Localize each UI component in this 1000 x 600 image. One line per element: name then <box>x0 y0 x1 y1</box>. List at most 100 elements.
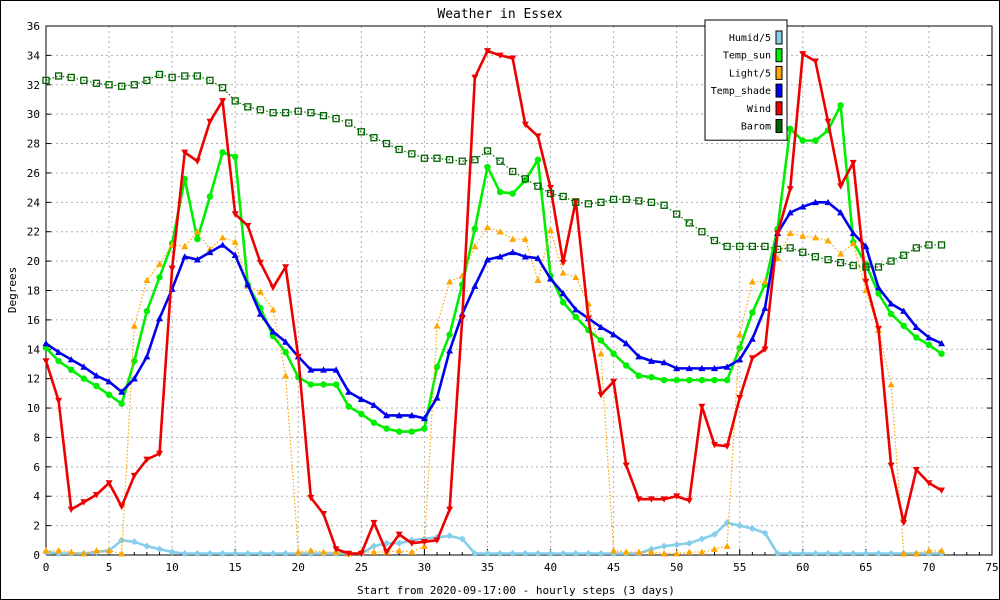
data-point-temp-sun <box>875 290 882 297</box>
data-point-humid-5 <box>219 550 227 558</box>
data-point-temp-sun <box>80 375 88 382</box>
data-point-temp-shade <box>635 353 643 360</box>
data-point-temp-sun <box>383 425 390 432</box>
data-point-wind <box>307 494 315 502</box>
axis-ticks: 0 5 10 15 20 25 30 35 40 45 50 55 60 65 70 750246810121… <box>27 20 999 574</box>
data-point-temp-shade <box>383 411 391 419</box>
data-point-temp-shade <box>483 256 491 263</box>
data-point-temp-sun <box>660 376 668 384</box>
data-point-wind <box>483 48 491 55</box>
data-point-temp-shade <box>231 251 239 259</box>
data-point-light-5 <box>307 547 315 554</box>
data-point-light-5 <box>723 542 731 549</box>
data-point-temp-sun <box>686 376 693 384</box>
data-point-humid-5 <box>534 550 542 558</box>
data-point-barom <box>736 242 744 251</box>
data-point-temp-shade <box>660 359 668 366</box>
data-point-barom <box>874 263 883 271</box>
data-point-barom <box>357 128 365 136</box>
data-point-wind <box>256 259 264 267</box>
data-point-temp-sun <box>812 137 819 144</box>
data-point-humid-5 <box>559 550 567 558</box>
data-point-temp-sun <box>913 334 920 341</box>
y-tick-label: 0 <box>33 549 40 562</box>
data-point-temp-sun <box>887 310 895 318</box>
data-point-humid-5 <box>748 525 756 533</box>
data-point-temp-sun <box>484 163 491 171</box>
data-point-barom <box>269 109 277 117</box>
series-line-temp-shade <box>45 201 943 420</box>
y-tick-label: 20 <box>27 255 40 268</box>
data-point-light-5 <box>67 548 75 555</box>
data-point-wind <box>433 537 441 544</box>
data-point-temp-shade <box>900 307 908 314</box>
data-point-wind <box>370 519 378 527</box>
data-point-barom <box>723 242 731 251</box>
data-point-barom <box>534 182 542 190</box>
data-point-wind <box>811 58 819 65</box>
data-point-wind <box>193 158 201 165</box>
series-temp-sun <box>42 102 945 435</box>
data-point-barom <box>181 72 189 80</box>
x-tick-label: 75 <box>985 561 998 574</box>
data-point-humid-5 <box>799 550 807 558</box>
data-point-barom <box>773 245 782 254</box>
data-point-humid-5 <box>862 550 870 558</box>
data-point-light-5 <box>660 550 668 557</box>
data-point-wind <box>559 259 567 267</box>
data-point-barom <box>332 114 340 123</box>
data-point-light-5 <box>572 273 580 281</box>
data-point-temp-shade <box>685 364 693 372</box>
data-point-wind <box>673 493 681 500</box>
data-point-barom <box>130 81 138 89</box>
data-point-barom <box>698 228 706 236</box>
data-point-temp-shade <box>105 378 113 385</box>
data-point-light-5 <box>80 550 88 557</box>
data-point-light-5 <box>811 234 819 241</box>
data-point-temp-shade <box>433 394 441 401</box>
x-tick-label: 15 <box>229 561 242 574</box>
data-point-barom <box>685 219 693 227</box>
data-point-temp-sun <box>711 376 718 384</box>
data-point-light-5 <box>282 372 290 379</box>
data-point-humid-5 <box>269 550 277 558</box>
data-point-humid-5 <box>181 550 189 558</box>
data-point-barom <box>673 210 681 218</box>
data-point-temp-shade <box>181 253 189 260</box>
data-point-light-5 <box>849 239 857 247</box>
data-point-barom <box>408 150 416 158</box>
data-point-wind <box>786 186 794 193</box>
data-point-humid-5 <box>849 550 857 558</box>
data-point-light-5 <box>673 550 681 557</box>
data-point-temp-shade <box>698 364 706 372</box>
data-point-temp-shade <box>269 328 277 335</box>
data-point-humid-5 <box>395 539 403 547</box>
legend-label-light-5: Light/5 <box>729 68 771 79</box>
data-point-wind <box>711 441 719 449</box>
data-point-temp-shade <box>912 323 920 331</box>
y-tick-label: 36 <box>27 20 40 33</box>
x-tick-label: 5 <box>106 561 113 574</box>
data-point-humid-5 <box>156 545 164 553</box>
data-point-barom <box>231 97 239 105</box>
data-point-light-5 <box>761 278 769 285</box>
data-point-temp-shade <box>736 356 744 363</box>
data-point-temp-shade <box>345 388 353 395</box>
data-point-wind <box>938 487 946 494</box>
data-point-temp-shade <box>420 414 428 422</box>
data-point-temp-sun <box>433 363 441 371</box>
data-point-humid-5 <box>282 550 290 558</box>
x-tick-label: 50 <box>670 561 683 574</box>
data-point-barom <box>761 242 769 251</box>
data-point-temp-sun <box>723 376 731 384</box>
data-point-temp-sun <box>143 307 151 315</box>
data-point-light-5 <box>938 547 946 554</box>
data-point-barom <box>824 255 832 264</box>
data-point-wind <box>887 462 895 469</box>
data-point-temp-shade <box>282 338 290 345</box>
data-point-wind <box>181 149 189 156</box>
data-point-wind <box>547 184 555 192</box>
data-point-light-5 <box>925 547 933 554</box>
data-point-wind <box>521 121 529 128</box>
